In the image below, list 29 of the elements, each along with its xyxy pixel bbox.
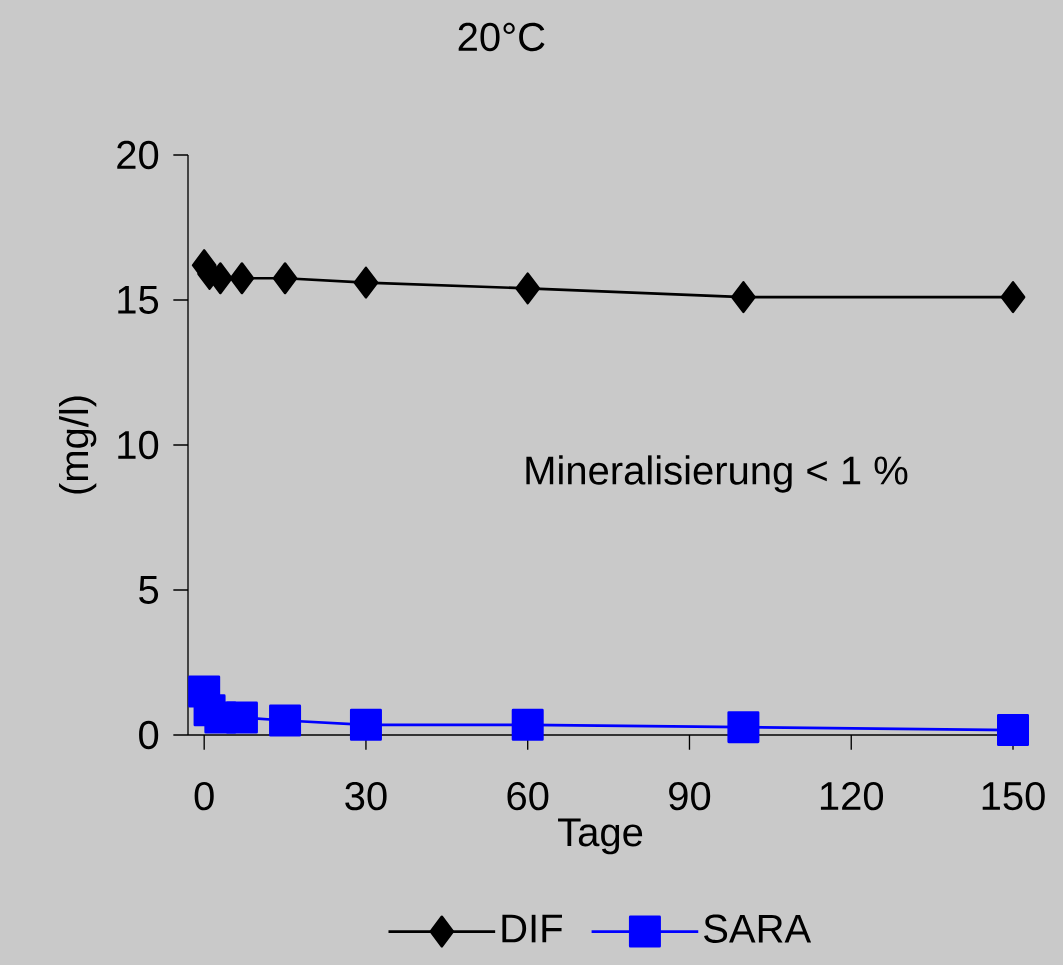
x-tick-label: 0 [194, 781, 214, 811]
point [349, 708, 382, 741]
point [727, 711, 760, 744]
y-axis-title: (mg/l) [59, 396, 97, 494]
x-tick-label: 30 [345, 781, 387, 811]
point [229, 262, 255, 295]
point [272, 262, 298, 295]
legend-label: SARA [704, 914, 812, 943]
x-axis-title: Tage [558, 818, 643, 855]
point [997, 714, 1030, 747]
x-tick-label: 60 [507, 781, 549, 811]
point [511, 708, 544, 741]
point [225, 701, 258, 734]
point [269, 704, 302, 737]
point [1000, 281, 1026, 314]
legend-label: DIF [502, 914, 562, 943]
x-tick-label: 120 [820, 781, 884, 811]
y-tick-label: 20 [117, 140, 159, 170]
y-tick-label: 5 [139, 576, 159, 604]
y-tick-label: 15 [118, 286, 159, 314]
chart-title: 20°C [458, 22, 545, 52]
x-tick-label: 90 [669, 781, 711, 811]
y-tick-label: 10 [118, 430, 159, 460]
point [353, 266, 379, 299]
y-tick-label: 0 [139, 720, 159, 750]
point [515, 272, 541, 305]
x-tick-label: 150 [982, 781, 1045, 811]
annotation: Mineralisierung < 1 % [526, 455, 908, 493]
point [731, 281, 756, 314]
